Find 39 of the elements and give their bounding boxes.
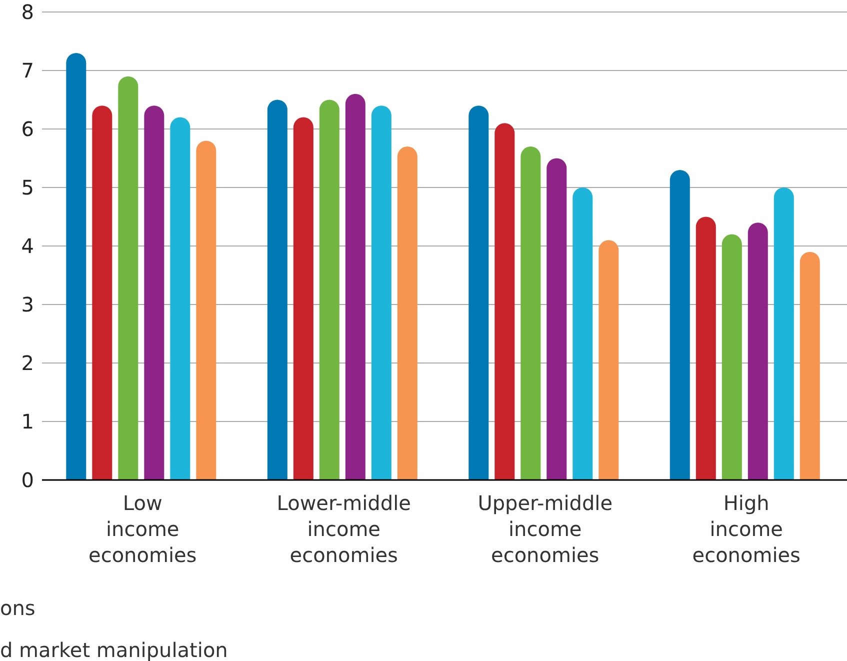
bar: [345, 94, 366, 480]
bar: [267, 100, 288, 480]
bar: [92, 106, 112, 480]
bar: [748, 222, 768, 480]
bar: [397, 146, 418, 480]
bar: [520, 146, 541, 480]
y-tick-label: 6: [21, 117, 34, 142]
y-tick-label: 1: [21, 410, 34, 434]
bar: [144, 106, 164, 480]
x-tick-label: Upper-middle income economies: [478, 491, 613, 567]
bar: [293, 117, 314, 480]
bar: [774, 188, 794, 480]
bar: [319, 100, 340, 480]
y-tick-label: 5: [21, 176, 34, 200]
bar: [800, 252, 820, 480]
bar: [572, 188, 593, 480]
text: ons: [0, 596, 36, 620]
bar: [494, 123, 515, 480]
bar: [66, 52, 86, 480]
bar: [196, 140, 216, 480]
x-tick-label: Low income economies: [88, 491, 197, 567]
y-tick-label: 4: [21, 234, 34, 258]
bar: [468, 106, 489, 480]
y-tick-label: 8: [21, 0, 34, 24]
y-tick-label: 2: [21, 351, 34, 376]
bar: [722, 234, 742, 480]
bar: [170, 117, 190, 480]
bar: [546, 158, 567, 480]
bar: [118, 76, 138, 480]
y-tick-label: 7: [21, 58, 34, 83]
x-tick-label: Lower-middle income economies: [276, 491, 411, 567]
x-tick-label: High income economies: [692, 491, 800, 567]
y-tick-label: 0: [21, 468, 34, 492]
text: d market manipulation: [0, 638, 228, 661]
bar: [371, 106, 392, 480]
bar: [696, 216, 716, 480]
bar: [598, 240, 619, 480]
y-tick-label: 3: [21, 292, 34, 317]
bar: [670, 170, 690, 480]
